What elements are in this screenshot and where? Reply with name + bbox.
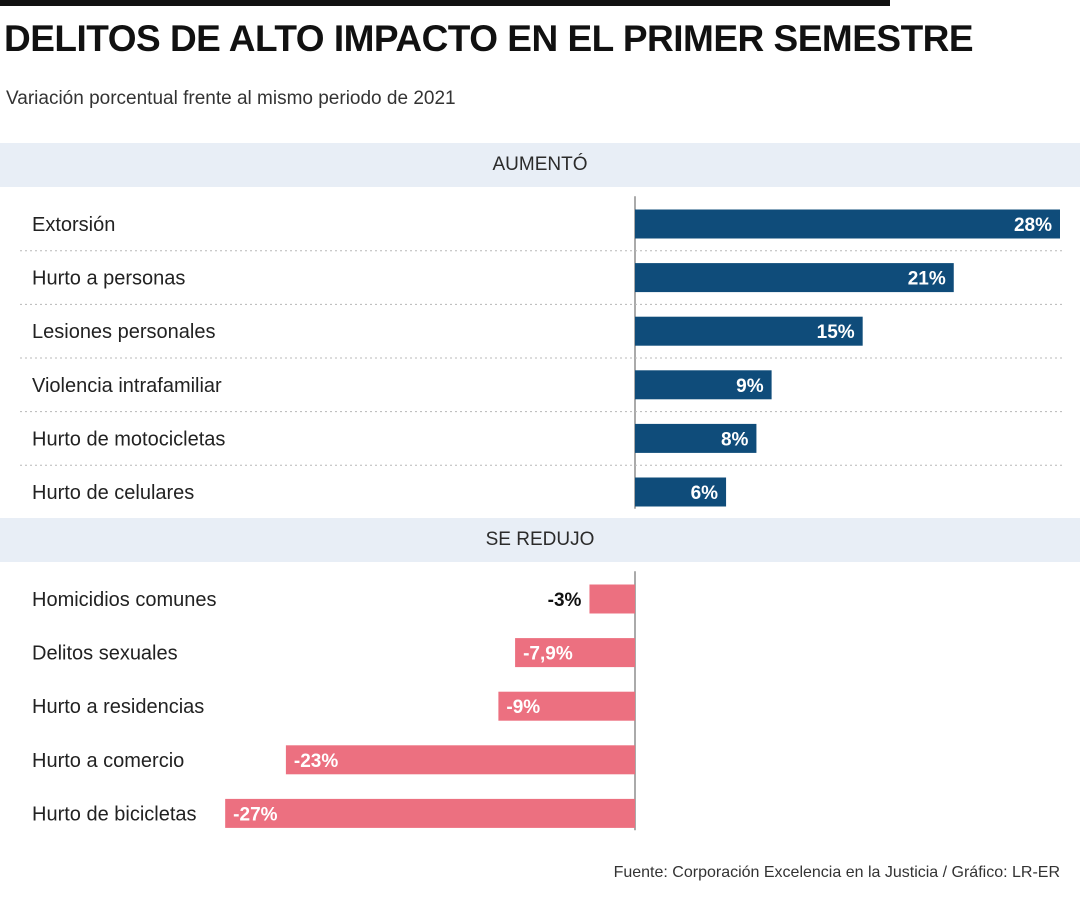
value-label-hurto-a-residencias: -9% (506, 697, 540, 718)
value-label-hurto-de-bicicletas: -27% (233, 804, 277, 825)
value-label-hurto-a-personas: 21% (908, 269, 946, 290)
category-label-hurto-de-motocicletas: Hurto de motocicletas (32, 428, 225, 450)
bar-hurto-a-comercio (285, 745, 635, 775)
bar-hurto-a-personas (635, 263, 954, 293)
bar-delitos-sexuales (515, 638, 635, 668)
value-label-delitos-sexuales: -7,9% (523, 644, 573, 665)
value-label-extorsion: 28% (1014, 215, 1052, 236)
category-label-delitos-sexuales: Delitos sexuales (32, 643, 178, 665)
top-rule (0, 0, 890, 6)
bar-homicidios-comunes (589, 584, 635, 614)
value-label-hurto-de-motocicletas: 8% (721, 429, 749, 450)
group-label-aumento: AUMENTÓ (492, 154, 588, 175)
category-label-lesiones-personales: Lesiones personales (32, 321, 215, 343)
category-label-extorsion: Extorsión (32, 214, 115, 236)
category-label-homicidios-comunes: Homicidios comunes (32, 589, 217, 611)
value-label-hurto-de-celulares: 6% (691, 483, 719, 504)
bar-violencia-intrafamiliar (635, 370, 772, 400)
category-label-hurto-a-comercio: Hurto a comercio (32, 750, 184, 772)
category-label-hurto-a-residencias: Hurto a residencias (32, 696, 204, 718)
source-note: Fuente: Corporación Excelencia en la Jus… (613, 864, 1060, 881)
bar-extorsion (635, 209, 1060, 239)
group-band-se-redujo: SE REDUJO (0, 518, 1080, 562)
group-band-aumento: AUMENTÓ (0, 143, 1080, 187)
value-label-homicidios-comunes: -3% (548, 590, 582, 611)
chart-subtitle: Variación porcentual frente al mismo per… (6, 88, 456, 109)
value-label-lesiones-personales: 15% (817, 322, 855, 343)
bar-hurto-a-residencias (498, 691, 635, 721)
category-label-violencia-intrafamiliar: Violencia intrafamiliar (32, 375, 222, 397)
value-label-hurto-a-comercio: -23% (294, 751, 338, 772)
chart-title: DELITOS DE ALTO IMPACTO EN EL PRIMER SEM… (4, 18, 974, 59)
bar-hurto-de-celulares (635, 477, 727, 507)
category-label-hurto-a-personas: Hurto a personas (32, 268, 185, 290)
group-label-se-redujo: SE REDUJO (485, 529, 595, 550)
bar-hurto-de-bicicletas (225, 798, 635, 828)
bar-hurto-de-motocicletas (635, 423, 757, 453)
value-label-violencia-intrafamiliar: 9% (736, 376, 764, 397)
category-label-hurto-de-bicicletas: Hurto de bicicletas (32, 803, 197, 825)
bar-lesiones-personales (635, 316, 863, 346)
category-label-hurto-de-celulares: Hurto de celulares (32, 482, 194, 504)
